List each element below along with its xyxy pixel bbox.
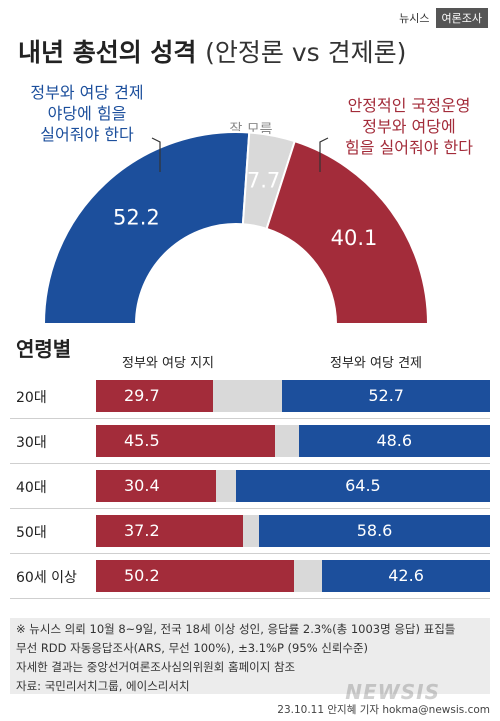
age-label: 50대 [16, 525, 47, 541]
note-line-4: 자료: 국민리서치그룹, 에이스리서치 [16, 679, 190, 693]
watermark-logo: NEWSIS [345, 680, 440, 704]
legend-support: 정부와 여당 지지 [122, 356, 214, 371]
bar-oversight [282, 380, 490, 412]
title-sub: (안정론 vs 견제론) [205, 38, 407, 67]
label-oversight: 정부와 여당 견제 야당에 힘을 실어줘야 한다 [18, 82, 156, 145]
bar-unknown [293, 560, 323, 592]
row-divider [10, 598, 490, 599]
label-support-line-3: 힘을 실어줘야 한다 [345, 138, 473, 157]
bar-oversight [298, 425, 490, 457]
slice-support-value: 40.1 [331, 226, 378, 250]
age-label: 30대 [16, 435, 47, 451]
bar-oversight-value: 48.6 [376, 431, 413, 450]
bar-support-value: 50.2 [124, 566, 160, 585]
bar-support [96, 380, 214, 412]
label-support: 안정적인 국정운영 정부와 여당에 힘을 실어줘야 한다 [328, 95, 490, 158]
row-divider [10, 418, 490, 419]
survey-notes: ※ 뉴시스 의뢰 10월 8~9일, 전국 18세 이상 성인, 응답률 2.3… [10, 618, 490, 694]
label-oversight-line-3: 실어줘야 한다 [40, 125, 134, 144]
row-divider [10, 508, 490, 509]
bar-unknown [215, 470, 236, 502]
leader-line-support [319, 137, 329, 172]
bar-unknown [213, 380, 283, 412]
page-title: 내년 총선의 성격 (안정론 vs 견제론) [18, 33, 490, 69]
bar-unknown [275, 425, 299, 457]
leader-line-oversight [151, 137, 161, 172]
slice-oversight-value: 52.2 [113, 205, 160, 229]
title-main: 내년 총선의 성격 [18, 38, 197, 67]
bar-unknown [242, 515, 260, 547]
bar-oversight [322, 560, 490, 592]
label-support-line-1: 안정적인 국정운영 [347, 96, 471, 115]
label-oversight-line-2: 야당에 힘을 [47, 104, 127, 123]
bar-support-value: 37.2 [124, 521, 160, 540]
bar-oversight-value: 58.6 [356, 521, 393, 540]
age-label: 20대 [16, 390, 47, 406]
note-line-2: 무선 RDD 자동응답조사(ARS, 무선 100%), ±3.1%P (95%… [16, 641, 369, 655]
bar-support [96, 470, 216, 502]
legend-oversight: 정부와 여당 견제 [330, 356, 422, 371]
bar-oversight [259, 515, 490, 547]
age-label: 40대 [16, 480, 47, 496]
age-label: 60세 이상 [16, 570, 77, 586]
row-divider [10, 463, 490, 464]
credit-line: 23.10.11 안지혜 기자 hokma@newsis.com [277, 704, 490, 716]
bar-oversight-value: 52.7 [368, 386, 404, 405]
bar-oversight-value: 64.5 [345, 476, 381, 495]
bar-support-value: 29.7 [124, 386, 160, 405]
brand-category: 여론조사 [435, 8, 488, 28]
semicircle-donut-chart: 52.2 7.7 40.1 [42, 131, 430, 325]
bar-support-value: 45.5 [124, 431, 160, 450]
age-section-title: 연령별 [16, 337, 72, 361]
bar-oversight-value: 42.6 [388, 566, 424, 585]
brand-name: 뉴시스 [399, 12, 430, 25]
bar-support-value: 30.4 [124, 476, 160, 495]
row-divider [10, 553, 490, 554]
brand-tag: 뉴시스 여론조사 [393, 8, 488, 28]
slice-oversight [42, 131, 251, 325]
bar-support [96, 515, 243, 547]
label-oversight-line-1: 정부와 여당 견제 [30, 83, 144, 102]
note-line-3: 자세한 결과는 중앙선거여론조사심의위원회 홈페이지 참조 [16, 660, 296, 674]
slice-unknown-value: 7.7 [247, 169, 280, 193]
bar-oversight [235, 470, 490, 502]
note-line-1: ※ 뉴시스 의뢰 10월 8~9일, 전국 18세 이상 성인, 응답률 2.3… [16, 622, 456, 636]
label-support-line-2: 정부와 여당에 [362, 117, 456, 136]
bar-support [96, 560, 294, 592]
slice-support [265, 139, 430, 325]
bar-support [96, 425, 276, 457]
